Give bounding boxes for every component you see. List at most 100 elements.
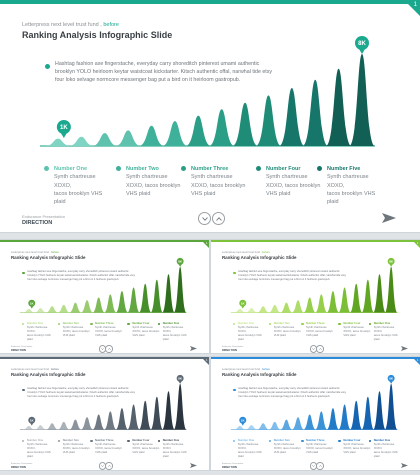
legend-text: XOXO, tacos brooklyn [132,447,160,451]
subtitle-accent: before [262,367,270,371]
legend-dot [368,439,372,443]
legend-dot [268,439,272,443]
legend-text: Synth chartreuse XOXO, [54,174,96,189]
footer-small-text: Endurance Presentation [10,463,33,466]
legend-text: VHS plaid [273,451,286,455]
previous-button[interactable] [309,462,317,470]
chevron-up-icon [318,348,322,351]
chart-peak [138,125,165,146]
legend-text: Synth chartreuse [273,326,295,330]
start-marker: 1K [56,120,71,138]
chart-peak [302,79,329,146]
lime-slide-thumbnail[interactable]: 1 Letterpress next level trust fund , be… [211,240,420,353]
legend-item: Number One Synth chartreuse XOXO, tacos … [232,322,268,342]
slide-title: Ranking Analysis Infographic Slide [221,371,297,377]
previous-button[interactable] [198,212,211,225]
chart-peak [115,408,129,430]
legend-title: Number Two [273,322,290,326]
previous-button[interactable] [98,345,106,353]
green-slide-thumbnail[interactable]: 1 Letterpress next level trust fund , be… [0,240,209,353]
next-button[interactable] [316,462,324,470]
legend-title: Number Three [191,166,229,172]
chart-peak [173,383,187,430]
legend-text: VHS plaid [306,451,319,455]
legend-title: Number One [54,166,88,172]
slate-slide-thumbnail[interactable]: 1 Letterpress next level trust fund , be… [0,357,209,470]
paragraph-bullet [45,64,50,69]
legend-text: Synth chartreuse [343,443,364,447]
chart-peak [278,88,305,146]
chart-peak [373,274,386,313]
chart-peak [57,304,71,313]
legend-item: Number Two Synth chartreuse XOXO, tacos … [57,322,93,338]
footer-small-text: Endurance Presentation [221,346,244,349]
chart-peak [256,423,270,430]
legend-text: VHS plaid [343,334,356,338]
end-marker-label: 8K [178,376,183,380]
footer-direction: DIRECTION [221,349,237,353]
legend-item: Number Two Synth chartreuse XOXO, tacos … [268,439,304,455]
legend-title: Number Four [266,166,301,172]
legend-text: XOXO, tacos brooklyn [191,182,246,189]
legend-title: Number Four [343,322,361,326]
legend-item: Number Two Synth chartreuse XOXO, tacos … [268,322,304,338]
legend-title: Number Four [343,439,361,443]
send-icon[interactable] [382,213,396,223]
legend-text: XOXO, tacos brooklyn [95,330,122,334]
chevron-down-icon [311,465,315,468]
end-marker-label: 8K [358,41,366,47]
start-marker: 1K [28,299,36,309]
next-button[interactable] [105,345,113,353]
chart-peak [150,396,164,430]
legend-text: XOXO, tacos brooklyn [343,447,371,451]
chart-peak [80,300,94,313]
subtitle-text: Letterpress next level trust fund , [10,250,51,254]
next-button[interactable] [316,345,324,353]
legend-text: Synth chartreuse XOXO, [373,443,395,451]
legend-title: Number Five [373,439,391,443]
legend-text: tacos brooklyn VHS plaid [373,334,398,342]
send-icon[interactable] [401,345,409,351]
send-icon[interactable] [190,462,198,468]
send-icon[interactable] [190,345,198,351]
legend-text: Synth chartreuse [343,326,364,330]
legend-text: Synth chartreuse [273,443,295,447]
send-icon[interactable] [401,462,409,468]
legend-dot [317,166,322,171]
ranking-chart: 1K 8K [230,374,398,430]
chevron-down-icon [311,348,315,351]
chart-peak [162,121,188,146]
chart-peak [373,391,386,430]
chart-peak [338,287,351,313]
legend-text: XOXO, tacos brooklyn [273,330,301,334]
chart-peak [34,425,47,430]
slide-subtitle: Letterpress next level trust fund , befo… [11,251,59,254]
slide-subtitle: Letterpress next level trust fund , befo… [222,368,270,371]
chart-peak [185,115,212,146]
ranking-chart: 1K 8K [40,36,375,147]
legend-text: XOXO, tacos brooklyn [266,182,321,189]
legend-title: Number One [26,439,44,443]
legend-item: Number One Synth chartreuse XOXO, tacos … [44,165,114,206]
ranking-chart: 1K 8K [230,257,398,313]
blue-slide-thumbnail[interactable]: 1 Letterpress next level trust fund , be… [211,357,420,470]
previous-button[interactable] [309,345,317,353]
legend-text: VHS plaid [273,334,286,338]
legend-text: Synth chartreuse [95,326,116,330]
legend-text: Synth chartreuse XOXO, [373,326,395,334]
legend-dot [90,322,93,326]
chart-peak [384,383,398,430]
chart-peak [162,391,175,430]
chart-peak [92,297,106,313]
next-button[interactable] [105,462,113,470]
legend-item: Number Two Synth chartreuse XOXO, tacos … [116,165,186,198]
chart-peak [208,109,235,146]
legend-text: Synth chartreuse [132,443,153,447]
next-button[interactable] [212,212,225,225]
chart-peak [80,417,94,430]
legend-text: VHS plaid [343,451,356,455]
footer-small-text: Endurance Presentation [22,214,65,219]
start-marker: 1K [28,416,36,426]
previous-button[interactable] [98,462,106,470]
top-accent-bar [0,240,209,242]
